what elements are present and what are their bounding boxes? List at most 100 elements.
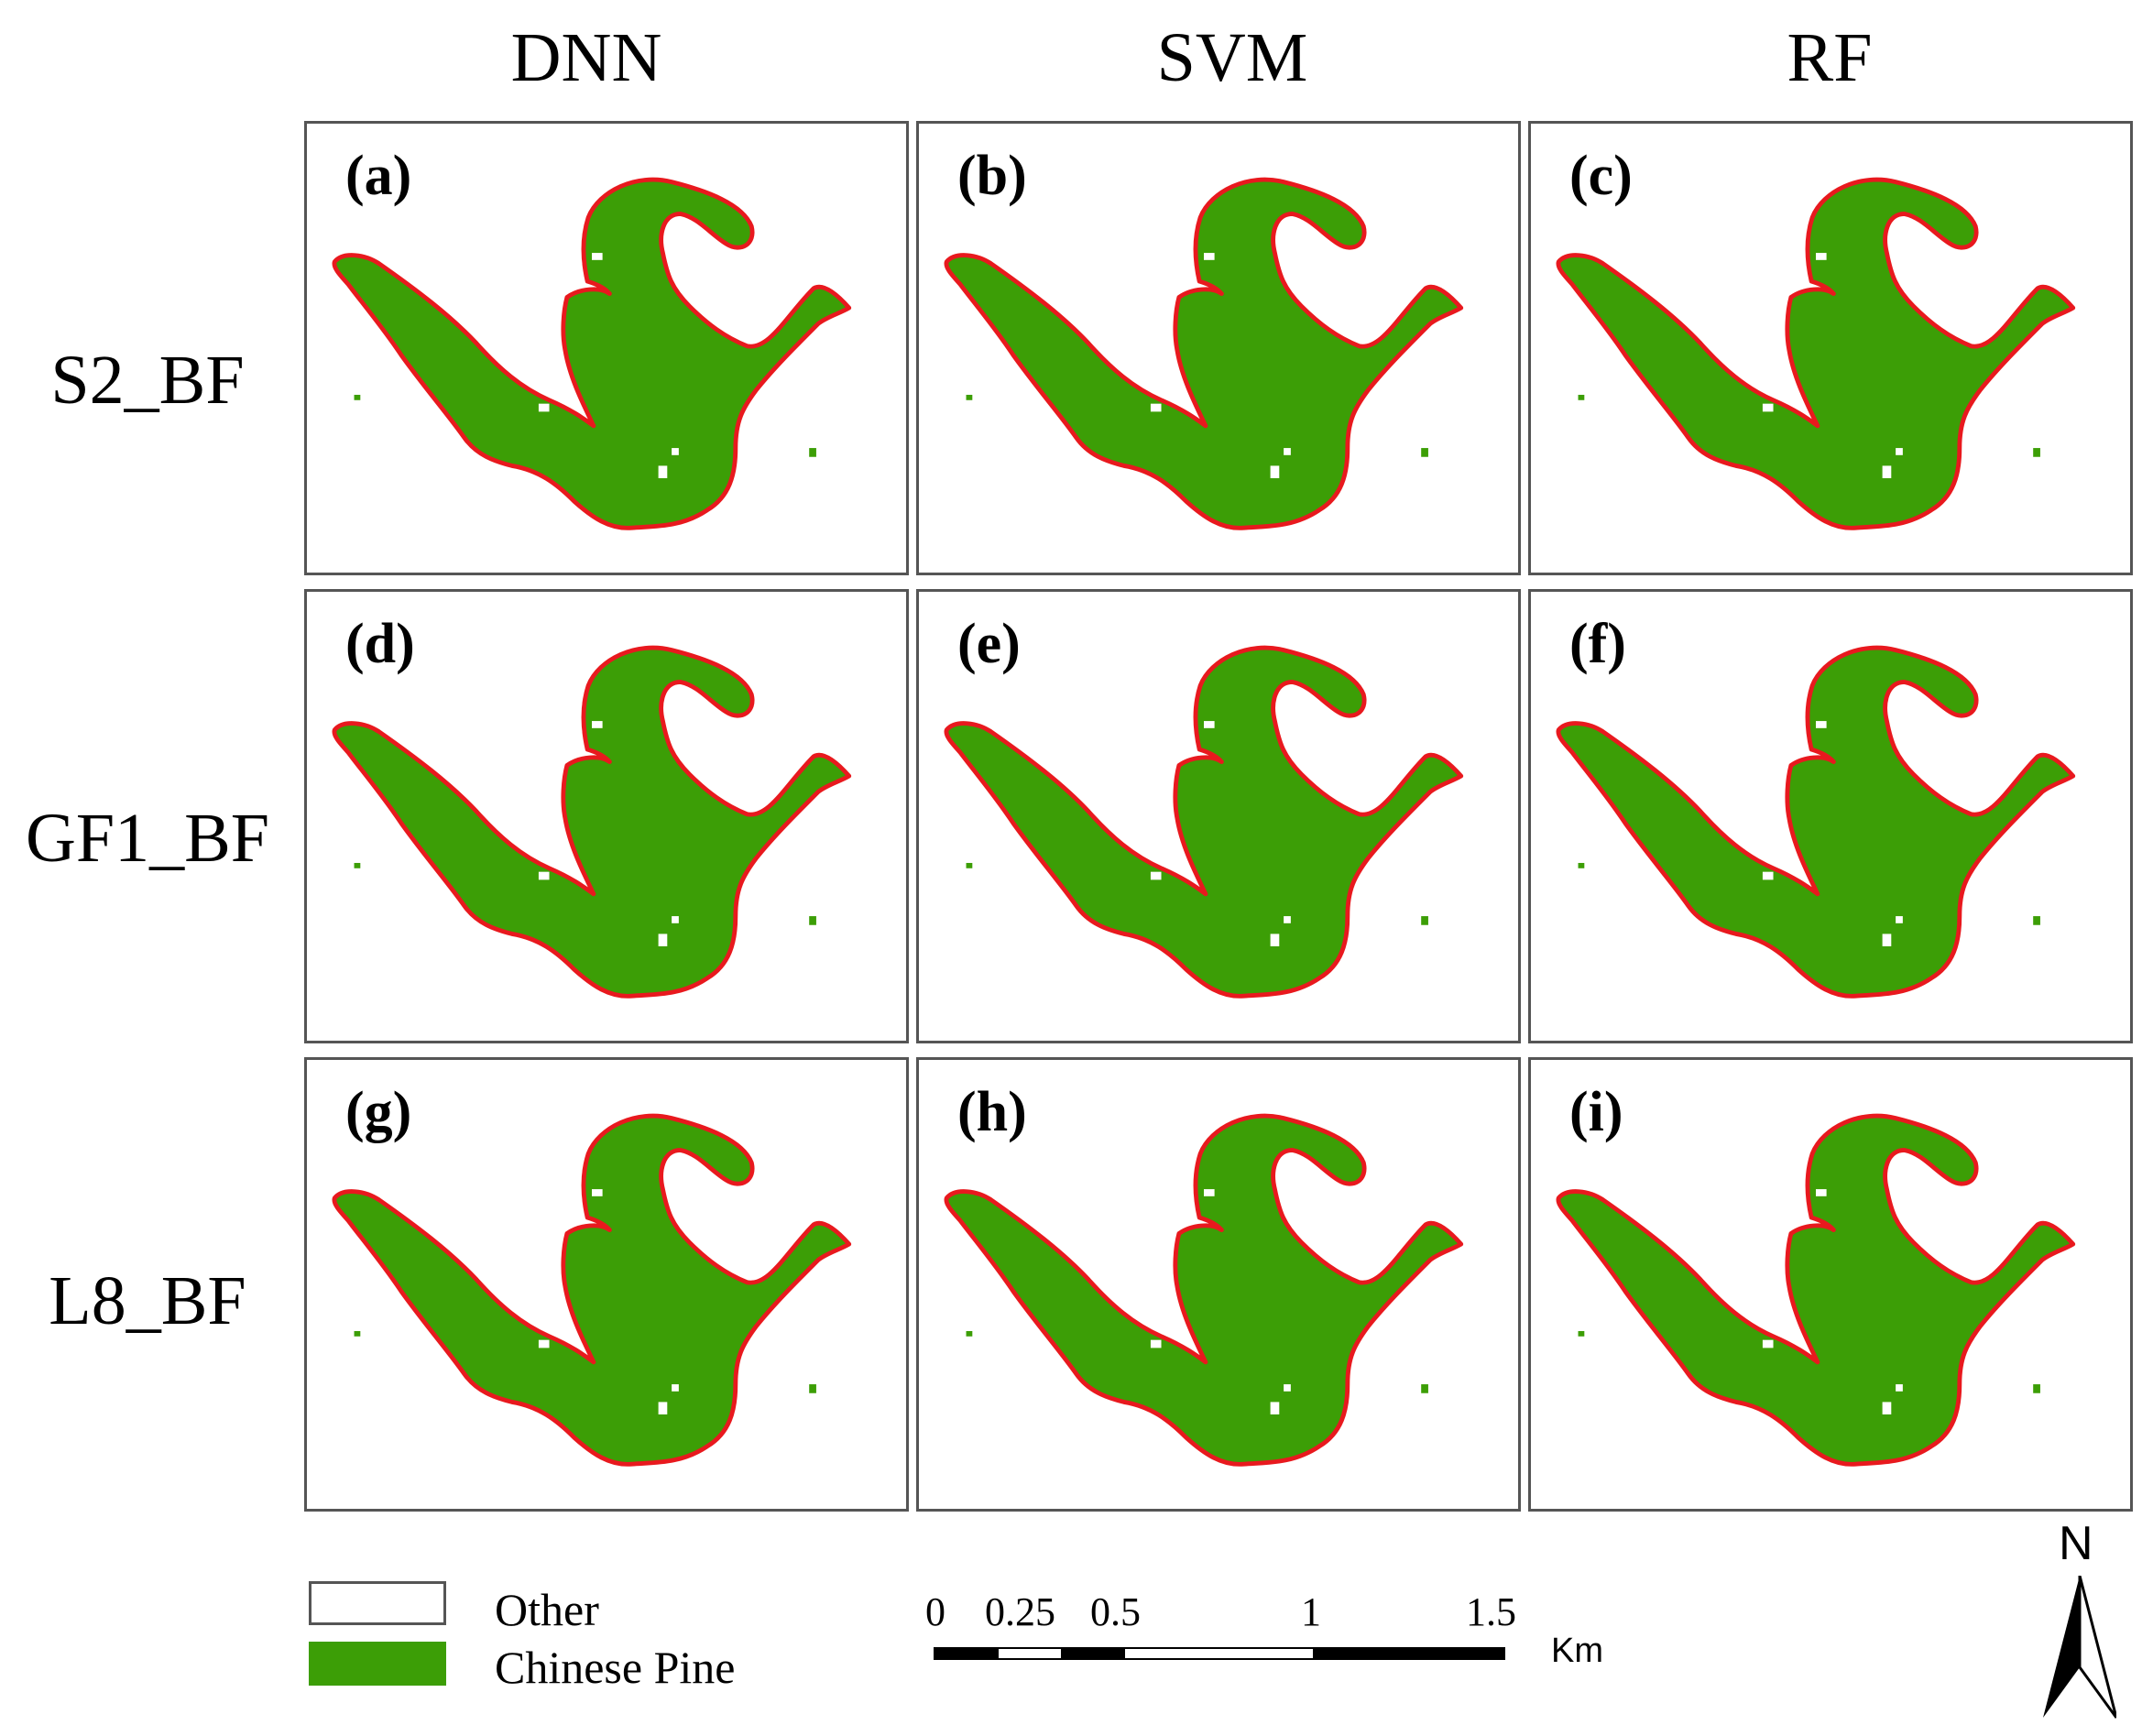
other-gap [1896, 916, 1903, 923]
legend-label-other: Other [495, 1584, 599, 1635]
chinese-pine-area [945, 648, 1461, 997]
pine-patch [1421, 916, 1428, 925]
other-gap [1345, 270, 1355, 278]
pine-patch [354, 1330, 361, 1337]
other-gap [658, 1402, 668, 1414]
pine-patch [809, 448, 816, 457]
other-gap [1815, 253, 1827, 260]
panel-label: (g) [345, 1081, 412, 1143]
scale-tick-0: 0 [925, 1589, 945, 1634]
other-gap [733, 270, 743, 278]
other-gap [538, 403, 550, 412]
pine-patch [354, 394, 361, 400]
map-panel-b: (b) [916, 121, 1521, 575]
other-gap [2002, 716, 2011, 723]
map-panel-g: (g) [304, 1057, 909, 1512]
pine-patch [1578, 394, 1585, 400]
other-gap [1284, 448, 1291, 455]
study-area-boundary [332, 645, 852, 999]
pine-patch [809, 1384, 816, 1393]
panel-label: (a) [345, 145, 412, 207]
study-area-boundary [1556, 645, 2076, 999]
study-area-boundary [944, 645, 1464, 999]
other-gap [658, 934, 668, 946]
other-gap [1762, 1339, 1774, 1348]
chinese-pine-area [1557, 1116, 2073, 1465]
pine-patch [1421, 448, 1428, 457]
other-gap [733, 738, 743, 746]
panel-label: (f) [1569, 613, 1626, 675]
other-gap [1957, 1206, 1967, 1214]
study-area-boundary [1556, 1113, 2076, 1467]
other-gap [672, 916, 679, 923]
pine-patch [1578, 862, 1585, 868]
column-heading-rf: RF [1787, 19, 1873, 96]
map-panel-e: (e) [916, 589, 1521, 1043]
study-area-boundary [332, 1113, 852, 1467]
panel-label: (b) [957, 145, 1027, 207]
legend-label-chinese-pine: Chinese Pine [495, 1642, 736, 1693]
other-gap [1762, 871, 1774, 880]
other-gap [1762, 403, 1774, 412]
other-gap [1203, 253, 1215, 260]
scale-tick-0-5: 0.5 [1090, 1589, 1141, 1634]
pine-patch [1421, 1384, 1428, 1393]
pine-patch [2033, 448, 2040, 457]
other-gap [1882, 1402, 1892, 1414]
other-gap [1882, 465, 1892, 478]
other-gap [2002, 1185, 2011, 1191]
other-gap [1345, 1206, 1355, 1214]
study-area-boundary [944, 177, 1464, 530]
other-gap [1882, 934, 1892, 946]
other-gap [1345, 738, 1355, 746]
panel-label: (d) [345, 613, 415, 675]
chinese-pine-area [1557, 180, 2073, 529]
map-panel-h: (h) [916, 1057, 1521, 1512]
map-panel-c: (c) [1528, 121, 2133, 575]
other-gap [778, 1185, 787, 1191]
scale-bar [934, 1647, 1505, 1660]
pine-patch [1578, 1330, 1585, 1337]
other-gap [1203, 1189, 1215, 1196]
panel-label: (h) [957, 1081, 1027, 1143]
chinese-pine-area [1557, 648, 2073, 997]
other-gap [591, 253, 603, 260]
pine-patch [2033, 1384, 2040, 1393]
scale-tick-1: 1 [1301, 1589, 1321, 1634]
row-heading-s2-bf: S2_BF [50, 342, 245, 419]
row-heading-l8-bf: L8_BF [49, 1262, 246, 1339]
panel-label: (c) [1569, 145, 1633, 207]
map-panel-i: (i) [1528, 1057, 2133, 1512]
pine-patch [966, 394, 973, 400]
study-area-boundary [944, 1113, 1464, 1467]
other-gap [1150, 403, 1162, 412]
other-gap [1203, 721, 1215, 728]
other-gap [1957, 738, 1967, 746]
other-gap [2002, 248, 2011, 255]
other-gap [778, 248, 787, 255]
other-gap [1270, 934, 1280, 946]
chinese-pine-area [333, 180, 849, 529]
other-gap [1270, 465, 1280, 478]
north-arrow-icon [2043, 1576, 2116, 1719]
other-gap [672, 448, 679, 455]
scale-tick-1-5: 1.5 [1466, 1589, 1516, 1634]
column-heading-dnn: DNN [510, 19, 662, 96]
chinese-pine-area [945, 1116, 1461, 1465]
other-gap [1390, 1185, 1399, 1191]
chinese-pine-area [945, 180, 1461, 529]
north-label: N [2059, 1517, 2093, 1570]
column-heading-svm: SVM [1156, 19, 1308, 96]
pine-patch [354, 862, 361, 868]
chinese-pine-area [333, 1116, 849, 1465]
other-gap [591, 1189, 603, 1196]
other-gap [1270, 1402, 1280, 1414]
other-gap [658, 465, 668, 478]
other-gap [591, 721, 603, 728]
other-gap [1815, 721, 1827, 728]
panel-label: (i) [1569, 1081, 1623, 1143]
panel-label: (e) [957, 613, 1021, 675]
pine-patch [966, 1330, 973, 1337]
scale-unit: Km [1551, 1632, 1603, 1670]
pine-patch [966, 862, 973, 868]
